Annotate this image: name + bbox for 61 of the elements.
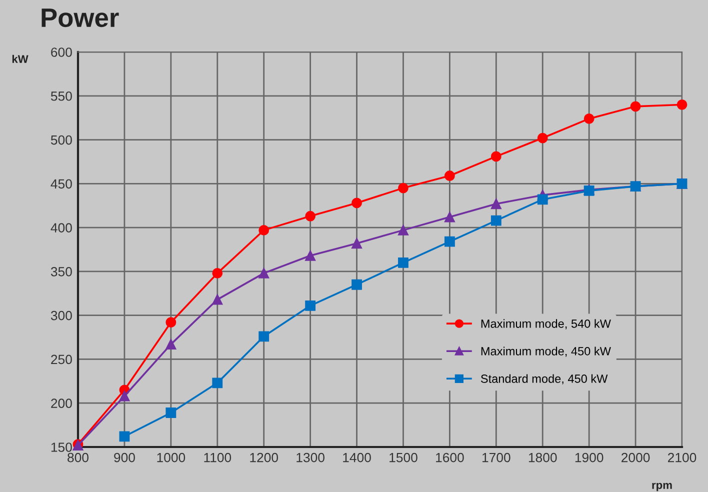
point xyxy=(630,101,641,112)
x-tick-label: 800 xyxy=(68,452,88,462)
point xyxy=(398,224,408,236)
y-axis-title: kW xyxy=(12,54,28,63)
chart-title: Power xyxy=(42,8,119,28)
x-tick-label: 1800 xyxy=(528,452,557,462)
point xyxy=(212,378,223,388)
point xyxy=(258,224,270,236)
x-tick-label: 1000 xyxy=(157,452,186,462)
point xyxy=(444,236,455,247)
point xyxy=(166,317,176,328)
legend-label: Standard mode, 450 kW xyxy=(480,374,608,384)
point xyxy=(490,151,502,162)
point xyxy=(212,294,223,305)
y-tick-label: 350 xyxy=(50,267,72,276)
x-tick-label: 1900 xyxy=(575,452,604,462)
x-tick-label: 1400 xyxy=(343,452,371,462)
legend-label: Maximum mode, 450 kW xyxy=(481,346,611,357)
y-tick-label: 500 xyxy=(50,135,72,145)
y-tick-label: 400 xyxy=(50,223,72,232)
point xyxy=(676,99,688,110)
point xyxy=(444,212,455,222)
x-tick-label: 1600 xyxy=(436,452,464,462)
point xyxy=(258,268,270,278)
point xyxy=(212,268,223,278)
y-tick-label: 550 xyxy=(50,91,72,101)
point xyxy=(166,408,176,418)
point xyxy=(490,215,502,226)
point xyxy=(398,257,408,268)
legend-label: Maximum mode, 540 kW xyxy=(481,319,611,330)
point xyxy=(584,114,594,124)
y-tick-label: 600 xyxy=(51,48,72,57)
x-tick-label: 1500 xyxy=(390,452,418,462)
x-tick-label: 1200 xyxy=(250,452,278,462)
point xyxy=(166,339,176,350)
point xyxy=(305,250,316,261)
y-tick-label: 300 xyxy=(50,310,72,320)
point xyxy=(119,390,130,402)
y-tick-label: 150 xyxy=(51,442,72,452)
x-tick-label: 1300 xyxy=(296,452,324,462)
point xyxy=(305,210,316,222)
point xyxy=(444,170,455,181)
x-tick-label: 2100 xyxy=(668,452,696,462)
x-tick-label: 1100 xyxy=(204,452,232,462)
x-tick-label: 1700 xyxy=(482,452,510,462)
y-tick-label: 450 xyxy=(50,179,72,189)
point xyxy=(352,238,362,249)
x-tick-label: 900 xyxy=(114,452,135,462)
point xyxy=(119,431,130,442)
x-tick-label: 2000 xyxy=(622,452,650,462)
point xyxy=(258,331,270,342)
point xyxy=(305,300,316,311)
point xyxy=(352,279,362,290)
x-axis-title: rpm xyxy=(652,482,672,492)
y-tick-label: 200 xyxy=(51,398,72,408)
point xyxy=(398,182,408,194)
point xyxy=(537,194,548,205)
point xyxy=(490,198,502,210)
point xyxy=(352,198,362,208)
point xyxy=(537,132,548,144)
y-tick-label: 250 xyxy=(51,354,72,364)
